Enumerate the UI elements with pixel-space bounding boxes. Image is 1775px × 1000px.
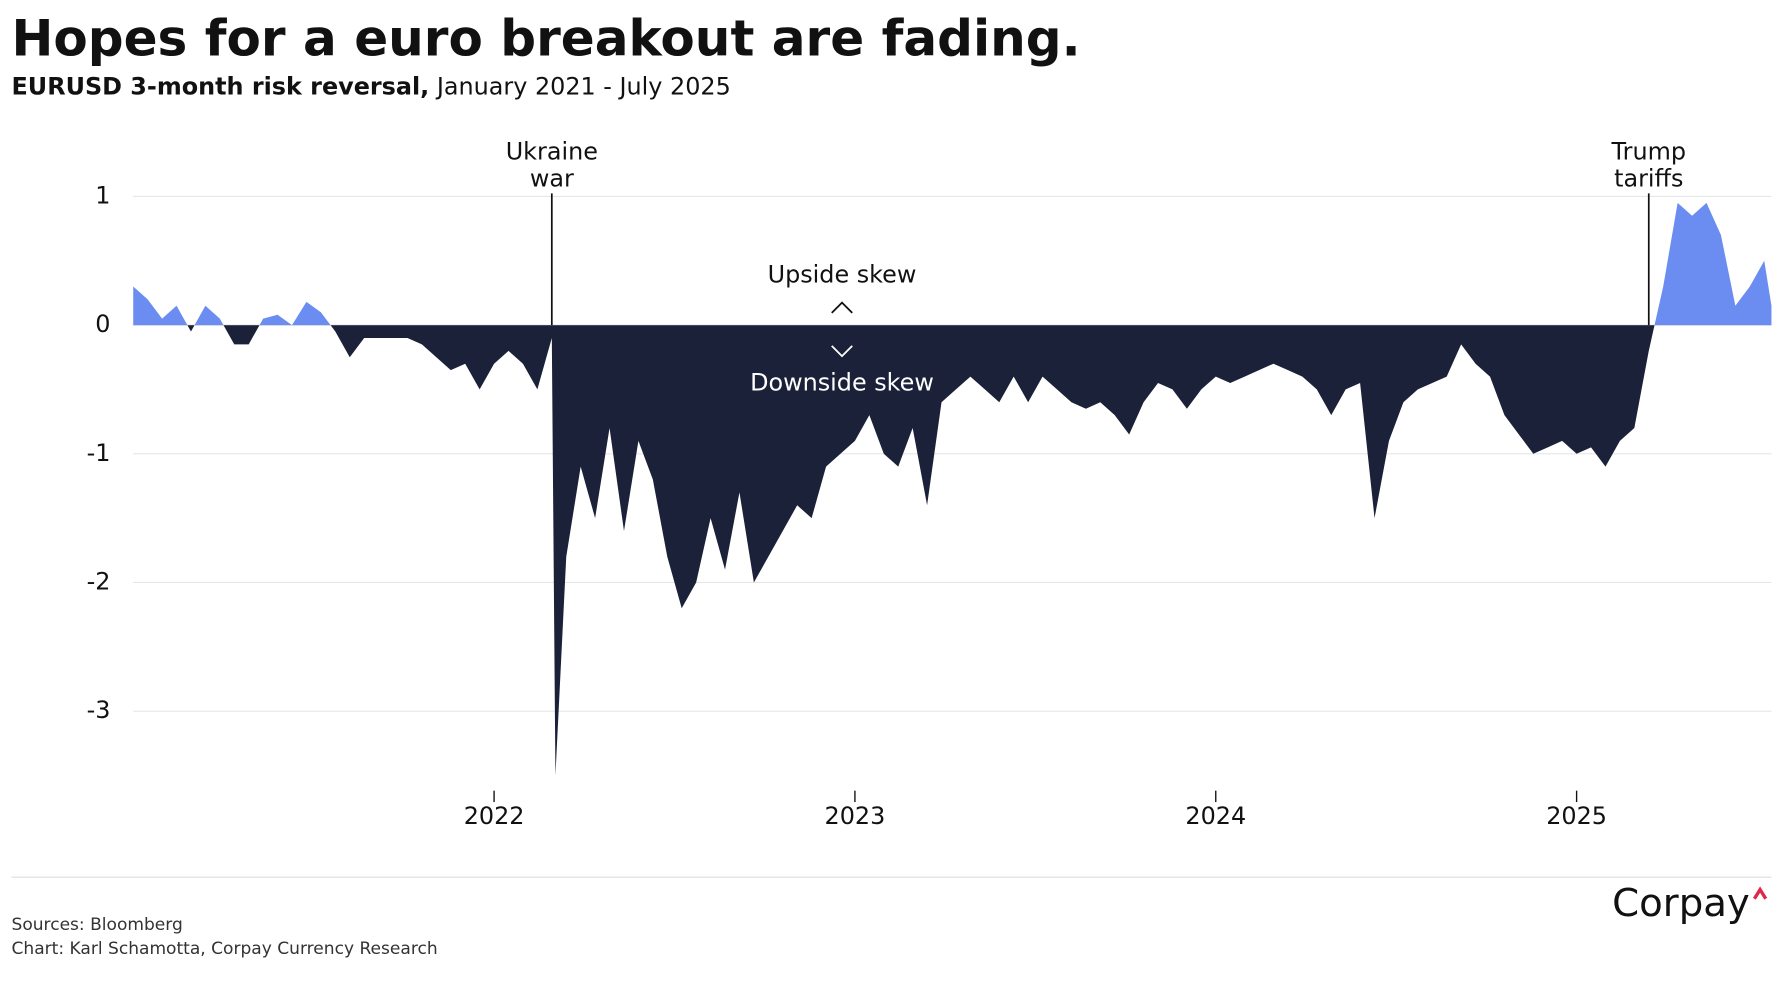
x-tick-label: 2025 [1546,802,1607,830]
annotation-label: tariffs [1614,165,1683,193]
credit: Chart: Karl Schamotta, Corpay Currency R… [12,939,438,959]
plot [133,202,1772,776]
x-tick-label: 2024 [1185,802,1246,830]
y-tick-label: -2 [87,567,111,595]
sources: Sources: Bloomberg [12,915,183,935]
y-tick-label: -3 [87,696,111,724]
up-chevron [831,301,853,314]
subtitle-bold: EURUSD 3-month risk reversal, [12,73,430,101]
annotation-label: war [530,165,574,193]
logo: Corpay [1612,881,1750,926]
grid: -3 -2 -1 0 1 2022 2023 2024 2025 [87,181,1772,830]
area-positive [133,202,1772,326]
y-tick-label: 0 [95,310,110,338]
chart-title: Hopes for a euro breakout are fading. [12,10,1081,68]
downside-label: Downside skew [750,368,934,396]
subtitle-range: January 2021 - July 2025 [435,73,731,101]
upside-label: Upside skew [768,260,917,288]
y-tick-label: -1 [87,439,111,467]
x-tick-label: 2022 [464,802,525,830]
annotation-label: Trump [1611,137,1686,165]
logo-caret [1752,886,1768,900]
y-tick-label: 1 [95,181,110,209]
x-tick-label: 2023 [825,802,886,830]
down-chevron [831,345,853,358]
annotation-label: Ukraine [506,137,598,165]
area-negative [133,325,1772,776]
chart-subtitle: EURUSD 3-month risk reversal, January 20… [12,73,731,101]
